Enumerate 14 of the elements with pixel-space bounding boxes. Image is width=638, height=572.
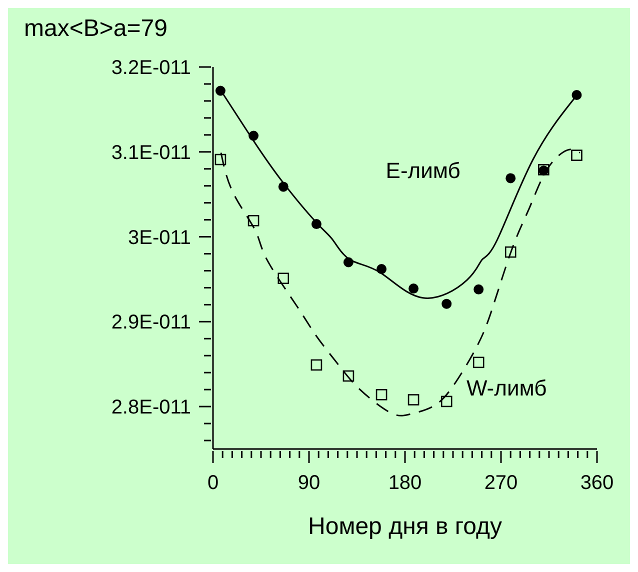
y-tick-label: 3.1E-011	[111, 142, 191, 164]
x-tick-label: 270	[484, 472, 518, 494]
y-tick-label: 2.8E-011	[111, 396, 191, 419]
series-label: W-лимб	[466, 376, 547, 401]
x-tick-label: 0	[207, 472, 219, 494]
x-tick-label: 90	[298, 472, 320, 494]
y-tick-label: 3.2E-011	[111, 57, 191, 79]
y-tick-label: 3E-011	[128, 226, 191, 249]
x-tick-label: 360	[580, 472, 614, 494]
chart-title: max<B>a=79	[24, 15, 168, 42]
x-tick-label: 180	[388, 472, 422, 494]
x-axis-title: Номер дня в году	[308, 513, 502, 540]
text: E-лимб	[386, 158, 460, 183]
y-tick-label: 2.9E-011	[111, 312, 191, 334]
